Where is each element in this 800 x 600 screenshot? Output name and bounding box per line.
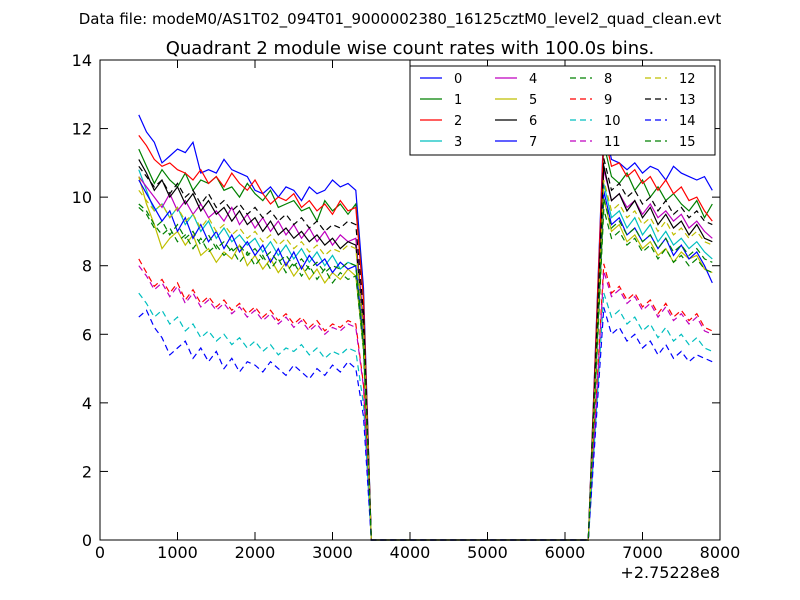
- legend-label-15: 15: [679, 135, 696, 150]
- x-tick-label: 3000: [312, 543, 353, 562]
- legend-label-9: 9: [604, 93, 612, 108]
- y-tick-label: 8: [82, 257, 92, 276]
- legend-label-4: 4: [529, 72, 537, 87]
- legend-label-11: 11: [604, 135, 621, 150]
- x-offset-label: +2.75228e8: [620, 563, 720, 582]
- chart-suptitle: Data file: modeM0/AS1T02_094T01_90000023…: [79, 10, 722, 29]
- series-line-8: [138, 203, 713, 541]
- y-tick-label: 14: [72, 51, 92, 70]
- x-tick-label: 5000: [467, 543, 508, 562]
- legend-label-10: 10: [604, 114, 621, 129]
- legend-box: [409, 65, 716, 156]
- x-tick-label: 8000: [700, 543, 741, 562]
- x-tick-label: 1000: [157, 543, 198, 562]
- legend-label-0: 0: [454, 72, 462, 87]
- legend-label-8: 8: [604, 72, 612, 87]
- x-tick-label: 6000: [545, 543, 586, 562]
- legend-label-13: 13: [679, 93, 696, 108]
- x-tick-label: 2000: [235, 543, 276, 562]
- legend-label-12: 12: [679, 72, 696, 87]
- series-line-12: [138, 180, 713, 541]
- y-tick-label: 10: [72, 188, 92, 207]
- x-tick-label: 4000: [390, 543, 431, 562]
- legend-label-5: 5: [529, 93, 537, 108]
- y-tick-label: 4: [82, 394, 92, 413]
- legend-label-2: 2: [454, 114, 462, 129]
- y-tick-label: 6: [82, 325, 92, 344]
- legend-label-1: 1: [454, 93, 462, 108]
- chart-title: Quadrant 2 module wise count rates with …: [166, 38, 655, 59]
- ticks-layer: 0 1000 2000 3000 4000 5000 6000 7000 80000246810…: [72, 51, 741, 562]
- y-tick-label: 2: [82, 462, 92, 481]
- legend-label-14: 14: [679, 114, 696, 129]
- y-tick-label: 12: [72, 120, 92, 139]
- y-tick-label: 0: [82, 531, 92, 550]
- legend-label-3: 3: [454, 135, 462, 150]
- series-line-9: [138, 258, 713, 541]
- legend-label-7: 7: [529, 135, 537, 150]
- legend-label-6: 6: [529, 114, 537, 129]
- x-tick-label: 0: [95, 543, 105, 562]
- x-tick-label: 7000: [622, 543, 663, 562]
